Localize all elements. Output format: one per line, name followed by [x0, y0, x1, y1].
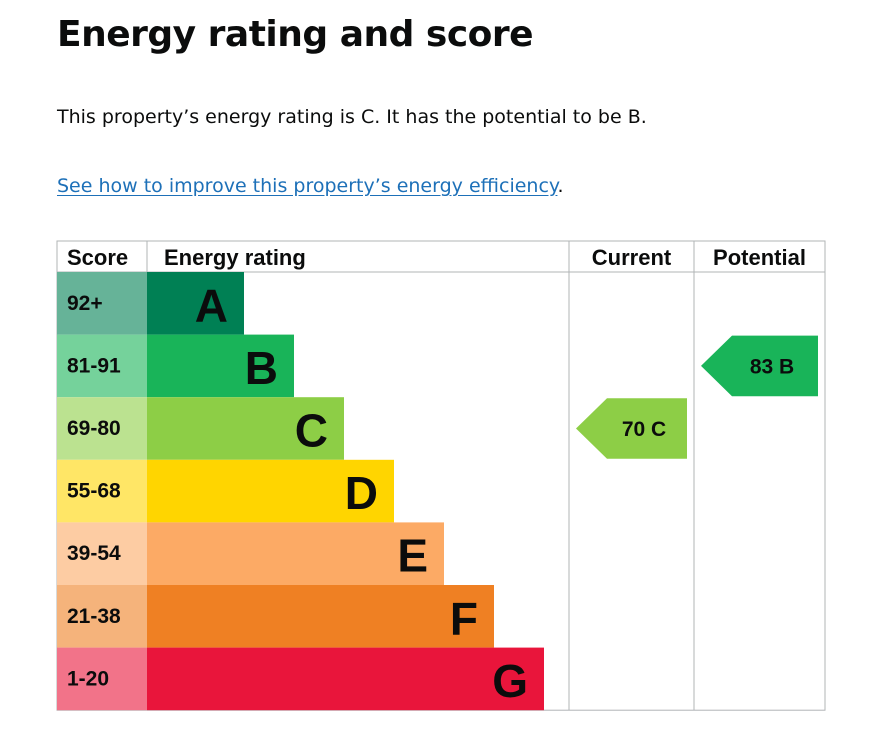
score-cell-f — [57, 585, 147, 648]
score-cell-c — [57, 397, 147, 460]
band-letter-b: B — [245, 342, 278, 394]
potential-rating-arrow — [701, 335, 818, 397]
score-cell-d — [57, 459, 147, 523]
score-cell-g — [57, 647, 147, 711]
score-cell-a — [57, 272, 147, 335]
band-letter-e: E — [397, 530, 428, 582]
header-current: Current — [592, 245, 672, 270]
current-rating-label: 70 C — [622, 418, 666, 441]
band-bar-e — [147, 522, 444, 585]
score-range-a: 92+ — [67, 292, 103, 315]
score-range-b: 81-91 — [67, 354, 121, 377]
band-letter-a: A — [195, 279, 228, 331]
band-letter-d: D — [345, 467, 378, 519]
score-cell-b — [57, 334, 147, 398]
band-letter-f: F — [450, 592, 478, 644]
band-bar-a — [147, 272, 244, 335]
score-range-g: 1-20 — [67, 667, 109, 690]
header-potential: Potential — [713, 245, 806, 270]
improve-line: See how to improve this property’s energ… — [57, 175, 564, 197]
header-energy-rating: Energy rating — [164, 245, 306, 270]
score-range-f: 21-38 — [67, 605, 121, 628]
page-title: Energy rating and score — [57, 14, 534, 55]
band-bar-c — [147, 397, 344, 460]
improve-efficiency-link[interactable]: See how to improve this property’s energ… — [57, 175, 558, 197]
band-bar-d — [147, 459, 394, 523]
improve-link-suffix: . — [557, 175, 564, 197]
potential-rating-label: 83 B — [750, 355, 794, 378]
band-bar-b — [147, 334, 294, 398]
band-letter-g: G — [492, 655, 528, 707]
score-cell-e — [57, 522, 147, 585]
score-range-c: 69-80 — [67, 417, 121, 440]
band-letter-c: C — [295, 405, 328, 457]
rating-summary: This property’s energy rating is C. It h… — [57, 106, 647, 128]
score-range-d: 55-68 — [67, 480, 121, 503]
band-bar-g — [147, 647, 544, 711]
current-rating-arrow — [576, 398, 687, 459]
score-range-e: 39-54 — [67, 542, 121, 565]
header-score: Score — [67, 245, 128, 270]
band-bar-f — [147, 585, 494, 648]
